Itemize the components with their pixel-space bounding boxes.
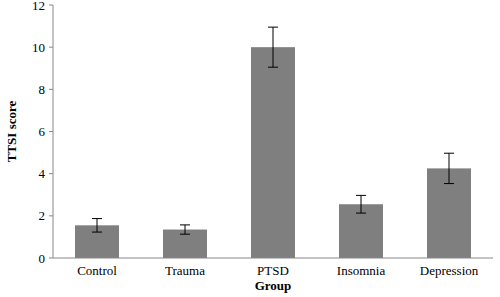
y-tick bbox=[49, 89, 53, 90]
error-stem bbox=[185, 225, 186, 234]
y-axis-title: TTSI score bbox=[4, 101, 19, 163]
error-bar bbox=[356, 195, 366, 213]
error-stem bbox=[449, 153, 450, 183]
x-tick-label: Insomnia bbox=[337, 263, 386, 278]
error-cap bbox=[92, 218, 102, 219]
error-bar bbox=[92, 219, 102, 232]
error-cap bbox=[180, 234, 190, 235]
y-tick-label: 2 bbox=[39, 208, 46, 223]
y-tick bbox=[49, 131, 53, 132]
bar bbox=[163, 230, 207, 258]
error-bar bbox=[268, 27, 278, 67]
x-tick-label: Control bbox=[77, 263, 117, 278]
bars bbox=[75, 27, 471, 258]
x-tick-label: Trauma bbox=[165, 263, 205, 278]
y-tick-label: 0 bbox=[39, 251, 46, 266]
y-tick bbox=[49, 47, 53, 48]
bar bbox=[251, 47, 295, 258]
error-cap bbox=[444, 153, 454, 154]
y-tick bbox=[49, 215, 53, 216]
error-cap bbox=[356, 195, 366, 196]
x-tick-label: Depression bbox=[420, 263, 479, 278]
y-tick-label: 6 bbox=[39, 124, 46, 139]
x-axis-line bbox=[53, 258, 493, 259]
y-tick bbox=[49, 258, 53, 259]
y-tick-label: 12 bbox=[32, 0, 45, 13]
error-bar bbox=[180, 225, 190, 234]
error-cap bbox=[92, 232, 102, 233]
x-tick-label: PTSD bbox=[257, 263, 289, 278]
error-cap bbox=[356, 213, 366, 214]
error-stem bbox=[97, 219, 98, 232]
y-tick bbox=[49, 5, 53, 6]
y-tick-label: 10 bbox=[32, 40, 45, 55]
error-stem bbox=[361, 195, 362, 213]
error-cap bbox=[444, 183, 454, 184]
error-cap bbox=[180, 224, 190, 225]
x-axis-title: Group bbox=[255, 278, 292, 293]
chart: 0 2 4 6 8 10 12 Control Trauma PTSD Insomnia Depres… bbox=[0, 0, 500, 297]
y-tick bbox=[49, 173, 53, 174]
error-bar bbox=[444, 153, 454, 183]
y-tick-label: 4 bbox=[39, 166, 46, 181]
error-cap bbox=[268, 67, 278, 68]
error-cap bbox=[268, 27, 278, 28]
error-stem bbox=[273, 27, 274, 67]
y-tick-label: 8 bbox=[39, 82, 46, 97]
